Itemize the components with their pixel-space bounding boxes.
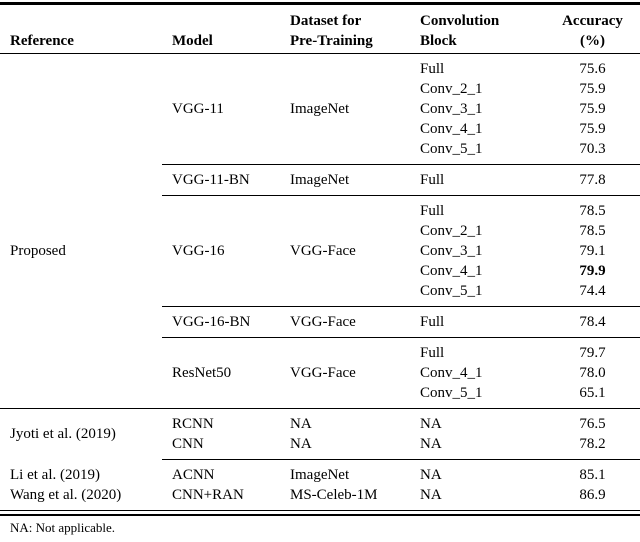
cell-accuracy: 75.6 <box>579 61 606 77</box>
table-rule-partial <box>162 164 640 165</box>
table-rule-partial <box>162 459 640 460</box>
cell-accuracy: 70.3 <box>579 141 606 157</box>
cell-model: VGG-11 <box>172 101 224 117</box>
cell-block: Conv_3_1 <box>420 101 483 117</box>
col-header-model: Model <box>172 32 213 49</box>
table-band: ResNet50 VGG-Face Full 79.7 Conv_4_1 78.0 Conv… <box>0 338 640 408</box>
col-header-reference: Reference <box>10 32 74 49</box>
col-header-accuracy-line2: (%) <box>580 32 605 49</box>
cell-dataset: MS-Celeb-1M <box>290 487 378 503</box>
cell-reference: Jyoti et al. (2019) <box>10 426 116 442</box>
table-rule-top <box>0 2 640 5</box>
cell-reference: Proposed <box>10 243 66 259</box>
cell-accuracy: 79.9 <box>579 263 606 279</box>
cell-accuracy: 78.2 <box>579 436 606 452</box>
table-band: VGG-16-BN VGG-Face Full 78.4 <box>0 307 640 337</box>
cell-accuracy: 76.5 <box>579 416 606 432</box>
table-band: Jyoti et al. (2019) RCNN NA NA 76.5 CNN NA NA 78… <box>0 409 640 459</box>
cell-accuracy: 75.9 <box>579 121 606 137</box>
cell-dataset: NA <box>290 416 312 432</box>
col-header-accuracy: Accuracy (%) <box>545 11 640 51</box>
cell-block: NA <box>420 467 442 483</box>
cell-model: CNN+RAN <box>172 487 244 503</box>
table-header-row: Reference Model Dataset for Pre-Training… <box>0 5 640 53</box>
cell-reference: Wang et al. (2020) <box>10 487 122 503</box>
table-band: Proposed VGG-16 VGG-Face Full 78.5 Conv_2_1 78… <box>0 196 640 306</box>
cell-block: Conv_4_1 <box>420 263 483 279</box>
table-rule-partial <box>162 195 640 196</box>
col-header-conv-line1: Convolution <box>420 12 500 29</box>
cell-dataset: ImageNet <box>290 467 350 483</box>
cell-model: VGG-16-BN <box>172 314 251 330</box>
table-footnote: NA: Not applicable. <box>10 520 116 535</box>
cell-dataset: NA <box>290 436 312 452</box>
cell-accuracy: 78.5 <box>579 223 606 239</box>
cell-block: Conv_5_1 <box>420 385 483 401</box>
table-rule-double <box>0 510 640 516</box>
cell-model: VGG-11-BN <box>172 172 250 188</box>
table-rule-partial <box>162 337 640 338</box>
cell-dataset: ImageNet <box>290 172 350 188</box>
table-band: VGG-11 ImageNet Full 75.6 Conv_2_1 75.9 Conv_3… <box>0 54 640 164</box>
cell-block: Full <box>420 345 445 361</box>
cell-accuracy: 74.4 <box>579 283 606 299</box>
col-header-dataset: Dataset for Pre-Training <box>290 11 420 51</box>
cell-accuracy: 75.9 <box>579 101 606 117</box>
cell-block: Conv_4_1 <box>420 365 483 381</box>
cell-block: Full <box>420 314 445 330</box>
cell-model: VGG-16 <box>172 243 225 259</box>
cell-block: Full <box>420 61 445 77</box>
cell-accuracy: 85.1 <box>579 467 606 483</box>
cell-dataset: VGG-Face <box>290 365 356 381</box>
cell-block: Conv_2_1 <box>420 223 483 239</box>
cell-accuracy: 78.0 <box>579 365 606 381</box>
cell-accuracy: 78.4 <box>579 314 606 330</box>
cell-block: Conv_2_1 <box>420 81 483 97</box>
cell-accuracy: 75.9 <box>579 81 606 97</box>
cell-block: NA <box>420 487 442 503</box>
cell-model: ResNet50 <box>172 365 232 381</box>
col-header-conv-line2: Block <box>420 32 457 49</box>
cell-block: Conv_3_1 <box>420 243 483 259</box>
table-rule-header <box>0 52 640 54</box>
table-band: Li et al. (2019) ACNN ImageNet NA 85.1 Wang e… <box>0 460 640 510</box>
cell-block: Full <box>420 203 445 219</box>
col-header-dataset-line1: Dataset for <box>290 12 362 29</box>
table-body: VGG-11 ImageNet Full 75.6 Conv_2_1 75.9 Conv_3… <box>0 54 640 516</box>
cell-accuracy: 77.8 <box>579 172 606 188</box>
cell-block: Conv_5_1 <box>420 141 483 157</box>
cell-accuracy: 65.1 <box>579 385 606 401</box>
col-header-dataset-line2: Pre-Training <box>290 32 373 49</box>
cell-dataset: VGG-Face <box>290 243 356 259</box>
cell-model: ACNN <box>172 467 215 483</box>
cell-dataset: VGG-Face <box>290 314 356 330</box>
cell-accuracy: 78.5 <box>579 203 606 219</box>
cell-block: NA <box>420 416 442 432</box>
cell-block: NA <box>420 436 442 452</box>
cell-block: Conv_4_1 <box>420 121 483 137</box>
cell-dataset: ImageNet <box>290 101 350 117</box>
cell-block: Full <box>420 172 445 188</box>
cell-accuracy: 79.1 <box>579 243 606 259</box>
col-header-accuracy-line1: Accuracy <box>562 12 623 29</box>
table-rule-partial <box>162 306 640 307</box>
cell-model: RCNN <box>172 416 214 432</box>
cell-accuracy: 79.7 <box>579 345 606 361</box>
cell-reference: Li et al. (2019) <box>10 467 100 483</box>
table-band: VGG-11-BN ImageNet Full 77.8 <box>0 165 640 195</box>
cell-block: Conv_5_1 <box>420 283 483 299</box>
cell-model: CNN <box>172 436 204 452</box>
cell-accuracy: 86.9 <box>579 487 606 503</box>
col-header-convolution-block: Convolution Block <box>420 11 545 51</box>
table-rule-full <box>0 408 640 409</box>
